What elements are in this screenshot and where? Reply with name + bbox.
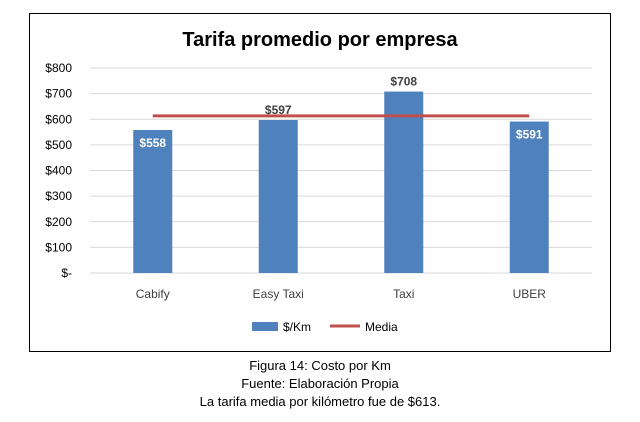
y-tick-label-500: $500 bbox=[45, 138, 72, 152]
bar-uber bbox=[509, 121, 549, 274]
bar-series bbox=[133, 91, 549, 274]
x-axis-ticks: Cabify Easy Taxi Taxi UBER bbox=[136, 287, 547, 301]
y-tick-label-0: $- bbox=[61, 266, 72, 280]
bar-easy-taxi bbox=[258, 120, 298, 273]
legend-swatch-bar bbox=[252, 322, 278, 331]
y-tick-label-300: $300 bbox=[45, 189, 72, 203]
note-caption: La tarifa media por kilómetro fue de $61… bbox=[199, 394, 441, 409]
legend: $/Km Media bbox=[252, 320, 398, 334]
source-caption: Fuente: Elaboración Propia bbox=[241, 376, 399, 391]
x-tick-label-uber: UBER bbox=[513, 287, 547, 301]
y-tick-label-800: $800 bbox=[45, 61, 72, 75]
data-label-easy-taxi: $597 bbox=[265, 103, 292, 117]
grid-layer bbox=[90, 67, 592, 274]
chart-title: Tarifa promedio por empresa bbox=[182, 29, 458, 51]
x-tick-label-easy-taxi: Easy Taxi bbox=[253, 287, 304, 301]
x-tick-label-cabify: Cabify bbox=[136, 287, 170, 301]
y-tick-label-200: $200 bbox=[45, 215, 72, 229]
data-label-taxi: $708 bbox=[390, 75, 417, 89]
y-tick-label-600: $600 bbox=[45, 112, 72, 126]
bar-cabify bbox=[133, 130, 173, 273]
legend-label-bar: $/Km bbox=[283, 320, 311, 334]
legend-label-line: Media bbox=[365, 320, 398, 334]
data-label-cabify: $558 bbox=[139, 136, 166, 150]
y-tick-label-100: $100 bbox=[45, 240, 72, 254]
chart-svg: Tarifa promedio por empresa $- $100 $200 $3… bbox=[45, 29, 592, 334]
figure-caption: Figura 14: Costo por Km bbox=[249, 358, 391, 373]
y-axis-ticks: $- $100 $200 $300 $400 $500 $600 $700 $800 bbox=[45, 61, 72, 280]
chart-frame: Tarifa promedio por empresa $- $100 $200 $3… bbox=[29, 13, 611, 352]
y-tick-label-700: $700 bbox=[45, 87, 72, 101]
x-tick-label-taxi: Taxi bbox=[393, 287, 414, 301]
bar-taxi bbox=[384, 91, 424, 273]
data-labels: $558 $597 $708 $591 bbox=[139, 75, 543, 150]
y-tick-label-400: $400 bbox=[45, 164, 72, 178]
data-label-uber: $591 bbox=[516, 128, 543, 142]
